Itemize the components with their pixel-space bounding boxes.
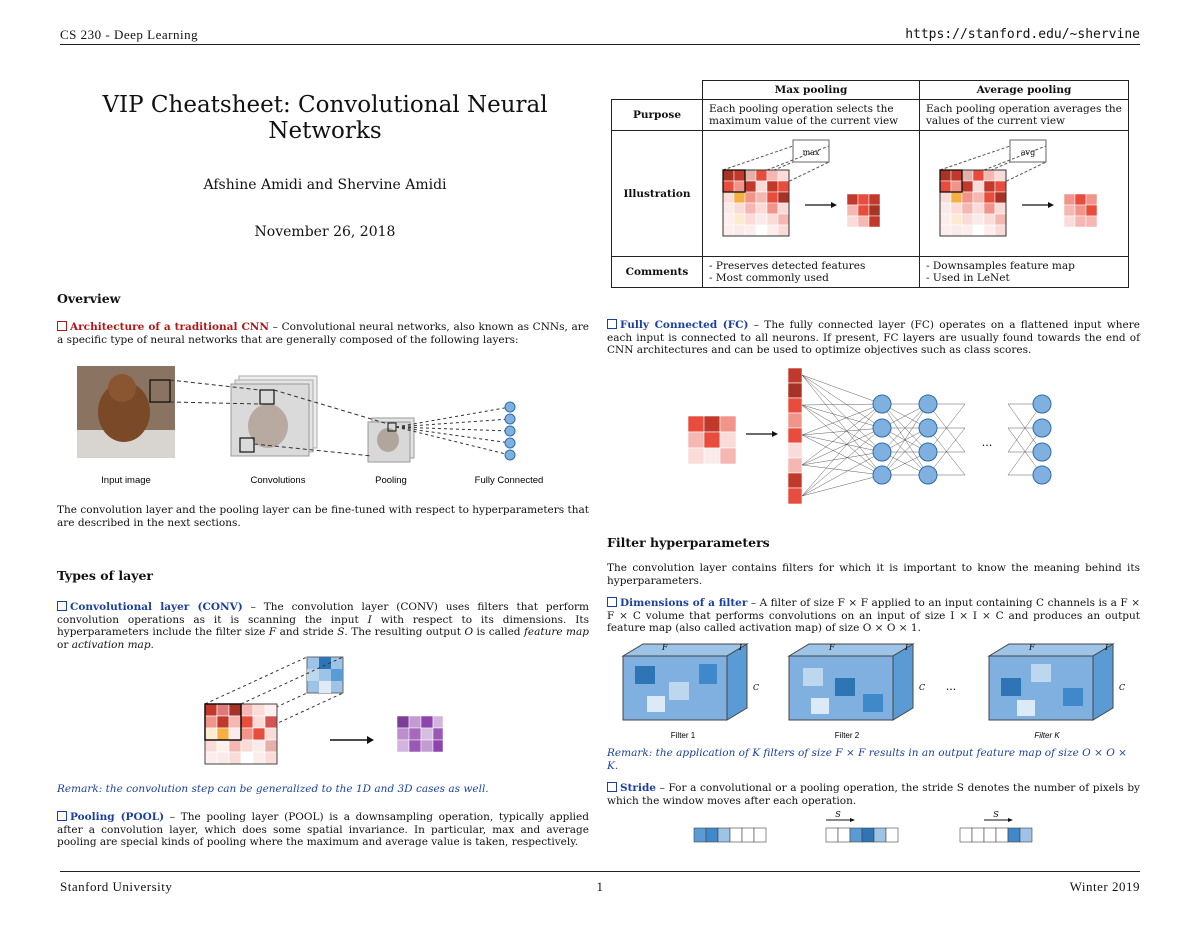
bullet-box-icon: [57, 811, 67, 821]
page-title: VIP Cheatsheet: Convolutional Neural Net…: [102, 92, 548, 144]
stride-step-3: [959, 818, 1033, 843]
svg-text:C: C: [753, 683, 759, 692]
svg-text:C: C: [1119, 683, 1125, 692]
section-filter-hyperparameters: Filter hyperparameters: [607, 535, 770, 550]
dim-title: Dimensions of a filter: [607, 597, 747, 609]
conv-paragraph: Convolutional layer (CONV) – The convolu…: [57, 601, 589, 651]
fc-paragraph: Fully Connected (FC) – The fully connect…: [607, 319, 1140, 356]
arch-title: Architecture of a traditional CNN: [57, 321, 269, 333]
filters-ellipsis: ...: [946, 680, 957, 693]
avg-purpose: Each pooling operation averages the valu…: [919, 99, 1129, 131]
fc-ellipsis: ...: [982, 436, 993, 449]
pool-paragraph: Pooling (POOL) – The pooling layer (POOL…: [57, 811, 589, 848]
header-rule: [60, 44, 1140, 45]
convolution-stack: [230, 375, 318, 457]
running-footer-left: Stanford University: [60, 879, 173, 894]
filter-remark: Remark: the application of K filters of …: [607, 747, 1127, 772]
filter-volumes-figure: F I C Filter 1 F I C Filter 2 ... F I C …: [621, 643, 1125, 740]
col-max-pooling: Max pooling: [702, 80, 920, 100]
fc-input-grid: [687, 415, 737, 465]
stride-figure: S S: [693, 810, 1033, 843]
arch-paragraph: Architecture of a traditional CNN – Conv…: [57, 321, 589, 346]
cnn-architecture-figure: Input image Convolutions Pooling Fully C…: [77, 366, 544, 486]
caption-pooling: Pooling: [375, 475, 407, 486]
row-purpose: Purpose: [611, 99, 703, 131]
stride-step-1: [693, 827, 767, 843]
svg-text:Filter 1: Filter 1: [671, 731, 696, 740]
caption-convolutions: Convolutions: [251, 475, 306, 486]
svg-text:F: F: [661, 643, 668, 652]
svg-text:Filter K: Filter K: [1034, 731, 1060, 740]
avg-pooling-illustration: avg: [939, 139, 1098, 237]
filter-volume-k: F I C Filter K: [987, 643, 1125, 740]
fc-connections: [801, 374, 1043, 497]
authors: Afshine Amidi and Shervine Amidi: [203, 177, 447, 193]
running-header-right: https://stanford.edu/~shervine: [905, 27, 1140, 42]
section-overview: Overview: [57, 291, 121, 306]
section-types-of-layer: Types of layer: [57, 568, 153, 583]
avg-comments: - Downsamples feature map - Used in LeNet: [919, 256, 1129, 288]
svg-text:I: I: [1104, 643, 1109, 652]
input-grid: [204, 703, 278, 765]
stride-title: Stride: [607, 782, 656, 794]
pooling-table: Max pooling Average pooling Purpose Each…: [611, 80, 1129, 288]
max-pooling-illustration: max: [722, 139, 881, 237]
pooling-stack: [367, 417, 415, 463]
stride-paragraph: Stride – For a convolutional or a poolin…: [607, 782, 1140, 807]
row-comments: Comments: [611, 256, 703, 288]
bullet-box-icon: [57, 321, 67, 331]
filter-grid: [306, 656, 344, 694]
date: November 26, 2018: [254, 224, 396, 240]
filter-volume-1: F I C Filter 1: [621, 643, 759, 740]
svg-text:C: C: [919, 683, 925, 692]
avg-illustration-cell: avg: [919, 130, 1129, 257]
fc-title: Fully Connected (FC): [607, 319, 749, 331]
pool-title: Pooling (POOL): [57, 811, 164, 823]
dim-paragraph: Dimensions of a filter – A filter of siz…: [607, 597, 1140, 634]
svg-text:I: I: [904, 643, 909, 652]
bullet-box-icon: [607, 319, 617, 329]
bullet-box-icon: [607, 597, 617, 607]
conv-remark: Remark: the convolution step can be gene…: [57, 783, 489, 795]
svg-text:S: S: [993, 810, 999, 819]
feature-map-grid: [396, 715, 444, 753]
fc-neurons: [872, 394, 1052, 485]
svg-text:I: I: [738, 643, 743, 652]
bullet-box-icon: [607, 782, 617, 792]
hyperparams-note: The convolution layer and the pooling la…: [57, 504, 589, 529]
max-illustration-cell: max: [702, 130, 920, 257]
fully-connected-nodes: [504, 401, 516, 461]
svg-text:S: S: [835, 810, 841, 819]
conv-title: Convolutional layer (CONV): [57, 601, 243, 613]
row-illustration: Illustration: [611, 130, 703, 257]
bullet-box-icon: [57, 601, 67, 611]
max-comments: - Preserves detected features - Most comm…: [702, 256, 920, 288]
running-header-left: CS 230 - Deep Learning: [60, 27, 199, 42]
convolution-figure: [204, 656, 444, 765]
fc-figure: ...: [687, 367, 1052, 505]
caption-input-image: Input image: [101, 475, 151, 486]
col-average-pooling: Average pooling: [919, 80, 1129, 100]
flattened-vector: [787, 367, 803, 505]
max-purpose: Each pooling operation selects the maxim…: [702, 99, 920, 131]
footer-rule: [60, 871, 1140, 872]
running-footer-right: Winter 2019: [1069, 879, 1140, 894]
svg-text:F: F: [828, 643, 835, 652]
filter-intro: The convolution layer contains filters f…: [607, 562, 1140, 587]
svg-text:F: F: [1028, 643, 1035, 652]
stride-step-2: [825, 818, 899, 843]
page-number: 1: [596, 879, 604, 894]
svg-text:Filter 2: Filter 2: [835, 731, 860, 740]
caption-fully-connected: Fully Connected: [475, 475, 544, 486]
filter-volume-2: F I C Filter 2: [787, 643, 925, 740]
